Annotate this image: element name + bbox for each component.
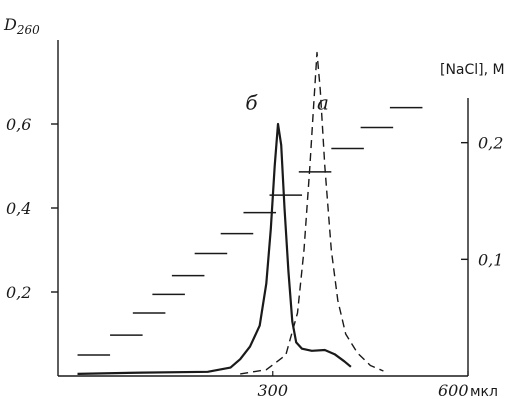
series-layer [77, 51, 423, 375]
tick-labels: 0,2 0,4 0,6 0,1 0,2 300 600 мкл б a [6, 90, 503, 399]
y-right-tick-label: 0,2 [478, 134, 503, 153]
series-line-a [240, 51, 384, 375]
series-label: б [245, 90, 258, 114]
series-line-b [77, 122, 352, 375]
y-left-tick-label: 0,4 [6, 199, 31, 218]
x-tick-label: 300 [257, 381, 288, 399]
x-tick-label: 600 [438, 381, 469, 399]
axes [57, 40, 469, 377]
svg-text:D260: D260 [3, 15, 40, 37]
y-right-tick-label: 0,1 [478, 250, 503, 269]
series-label: a [317, 90, 329, 114]
x-unit-label: мкл [470, 384, 498, 399]
ticks [51, 123, 469, 376]
y-left-tick-label: 0,6 [6, 115, 31, 134]
y-left-tick-label: 0,2 [6, 283, 31, 302]
y-left-axis-label: D260 [3, 15, 40, 37]
y-right-axis-label: [NaCl], M [440, 62, 505, 78]
